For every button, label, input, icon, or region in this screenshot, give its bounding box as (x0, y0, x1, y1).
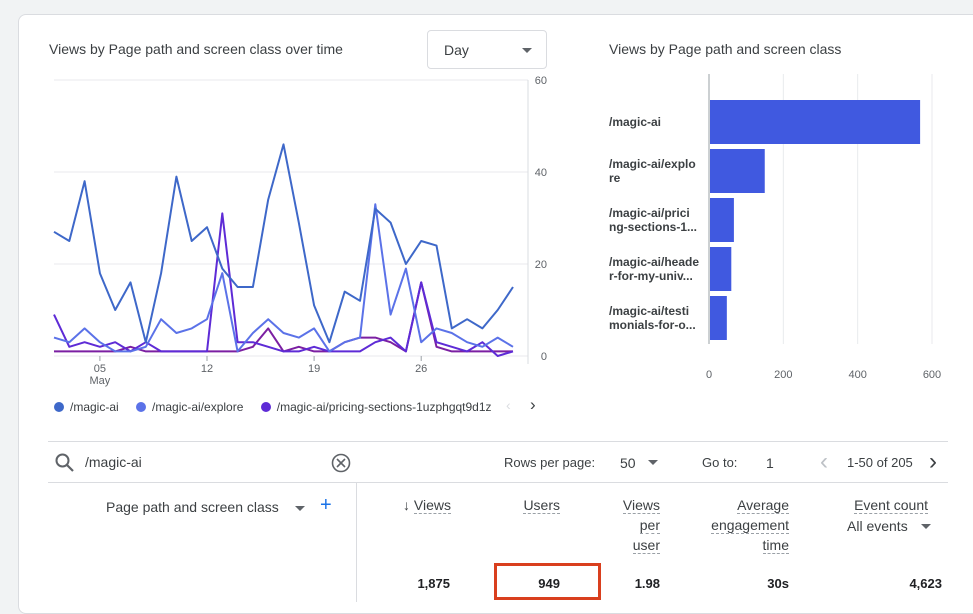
line-chart-legend: /magic-ai /magic-ai/explore /magic-ai/pr… (54, 400, 506, 414)
divider (48, 441, 948, 442)
event-filter-select[interactable]: All events (847, 518, 908, 534)
views-per-user-line2: per (639, 517, 660, 534)
line-series-1 (53, 143, 514, 344)
total-views-per-user: 1.98 (634, 576, 660, 591)
avg-engagement-column-header[interactable]: Average engagement time (690, 495, 789, 555)
bar-category-label: /magic-ai/prici ng-sections-1... (609, 206, 698, 234)
total-views: 1,875 (417, 576, 450, 591)
add-dimension-icon[interactable]: + (320, 494, 332, 516)
search-icon (55, 453, 74, 472)
y-tick-label: 0 (541, 351, 547, 363)
legend-label: /magic-ai/pricing-sections-1uzphgqt9d1z (276, 400, 492, 414)
goto-label: Go to: (702, 455, 738, 470)
dimension-header[interactable]: Page path and screen class (106, 499, 279, 515)
rows-per-page-label: Rows per page: (504, 455, 596, 470)
divider (48, 482, 948, 483)
column-divider (356, 483, 357, 602)
bar-category-label: /magic-ai/testi monials-for-o... (609, 304, 696, 332)
line-series-2 (53, 203, 514, 353)
views-per-user-line1: Views (622, 497, 660, 514)
total-avg-engagement: 30s (767, 576, 789, 591)
clear-search-icon[interactable] (330, 452, 352, 474)
bar-chart-title: Views by Page path and screen class (609, 41, 842, 57)
chevron-down-icon (522, 48, 532, 53)
x-tick-label: 26 (415, 363, 427, 375)
rows-per-page-select[interactable]: 50 (620, 455, 636, 471)
bar (710, 149, 765, 193)
legend-label: /magic-ai (70, 400, 119, 414)
x-tick-label: 05 (94, 363, 106, 375)
chevron-right-icon[interactable]: › (929, 448, 937, 475)
event-count-header-label: Event count (854, 497, 928, 514)
avg-engagement-line2: engagement (711, 517, 789, 534)
legend-dot-icon (260, 402, 271, 412)
total-users: 949 (538, 576, 560, 591)
legend-item[interactable]: /magic-ai/explore (136, 400, 243, 414)
views-header-label: Views (413, 497, 451, 514)
pagination-range: 1-50 of 205 (847, 455, 913, 470)
granularity-dropdown[interactable]: Day (427, 30, 547, 69)
bar-category-label: /magic-ai (609, 115, 662, 129)
legend-item[interactable]: /magic-ai/pricing-sections-1uzphgqt9d1z (260, 400, 492, 414)
views-column-header[interactable]: ↓ Views (380, 495, 451, 515)
bar (710, 247, 732, 291)
avg-engagement-line3: time (762, 537, 789, 554)
bar (710, 198, 734, 242)
y-tick-label: 40 (535, 167, 547, 179)
legend-label: /magic-ai/explore (152, 400, 244, 414)
bar-category-label: /magic-ai/explo re (609, 157, 696, 185)
chevron-left-icon[interactable]: ‹ (506, 397, 511, 413)
legend-dot-icon (54, 402, 64, 412)
users-column-header[interactable]: Users (500, 495, 560, 515)
bar-chart: 0 200 400 600 (706, 74, 941, 381)
bar (710, 296, 727, 340)
chevron-left-icon[interactable]: ‹ (820, 448, 828, 475)
views-per-user-line3: user (632, 537, 660, 554)
chevron-down-icon[interactable] (921, 524, 931, 529)
x-tick-label: 0 (706, 369, 712, 381)
event-count-column-header[interactable]: Event count (820, 495, 928, 515)
x-tick-label: 200 (774, 369, 792, 381)
search-input[interactable]: /magic-ai (85, 454, 142, 470)
legend-item[interactable]: /magic-ai (54, 400, 119, 414)
legend-fade (488, 396, 548, 416)
x-tick-label: 19 (308, 363, 320, 375)
y-tick-label: 20 (535, 259, 547, 271)
x-tick-sublabel: May (90, 375, 111, 387)
views-per-user-column-header[interactable]: Views per user (600, 495, 660, 555)
avg-engagement-line1: Average (737, 497, 789, 514)
legend-dot-icon (136, 402, 147, 412)
y-tick-label: 60 (535, 75, 547, 87)
x-tick-label: 12 (201, 363, 213, 375)
chevron-down-icon[interactable] (648, 460, 658, 465)
line-chart-title: Views by Page path and screen class over… (49, 41, 343, 57)
goto-input[interactable]: 1 (766, 455, 774, 471)
chevron-down-icon[interactable] (295, 506, 305, 511)
users-header-label: Users (523, 497, 560, 514)
total-event-count: 4,623 (909, 576, 942, 591)
bar-category-label: /magic-ai/heade r-for-my-univ... (609, 255, 700, 283)
sort-desc-icon: ↓ (403, 497, 411, 513)
bar (710, 100, 921, 144)
x-tick-label: 600 (923, 369, 941, 381)
granularity-value: Day (444, 42, 469, 58)
chevron-right-icon[interactable]: › (530, 395, 536, 414)
x-tick-label: 400 (848, 369, 866, 381)
highlight-box (494, 563, 601, 600)
